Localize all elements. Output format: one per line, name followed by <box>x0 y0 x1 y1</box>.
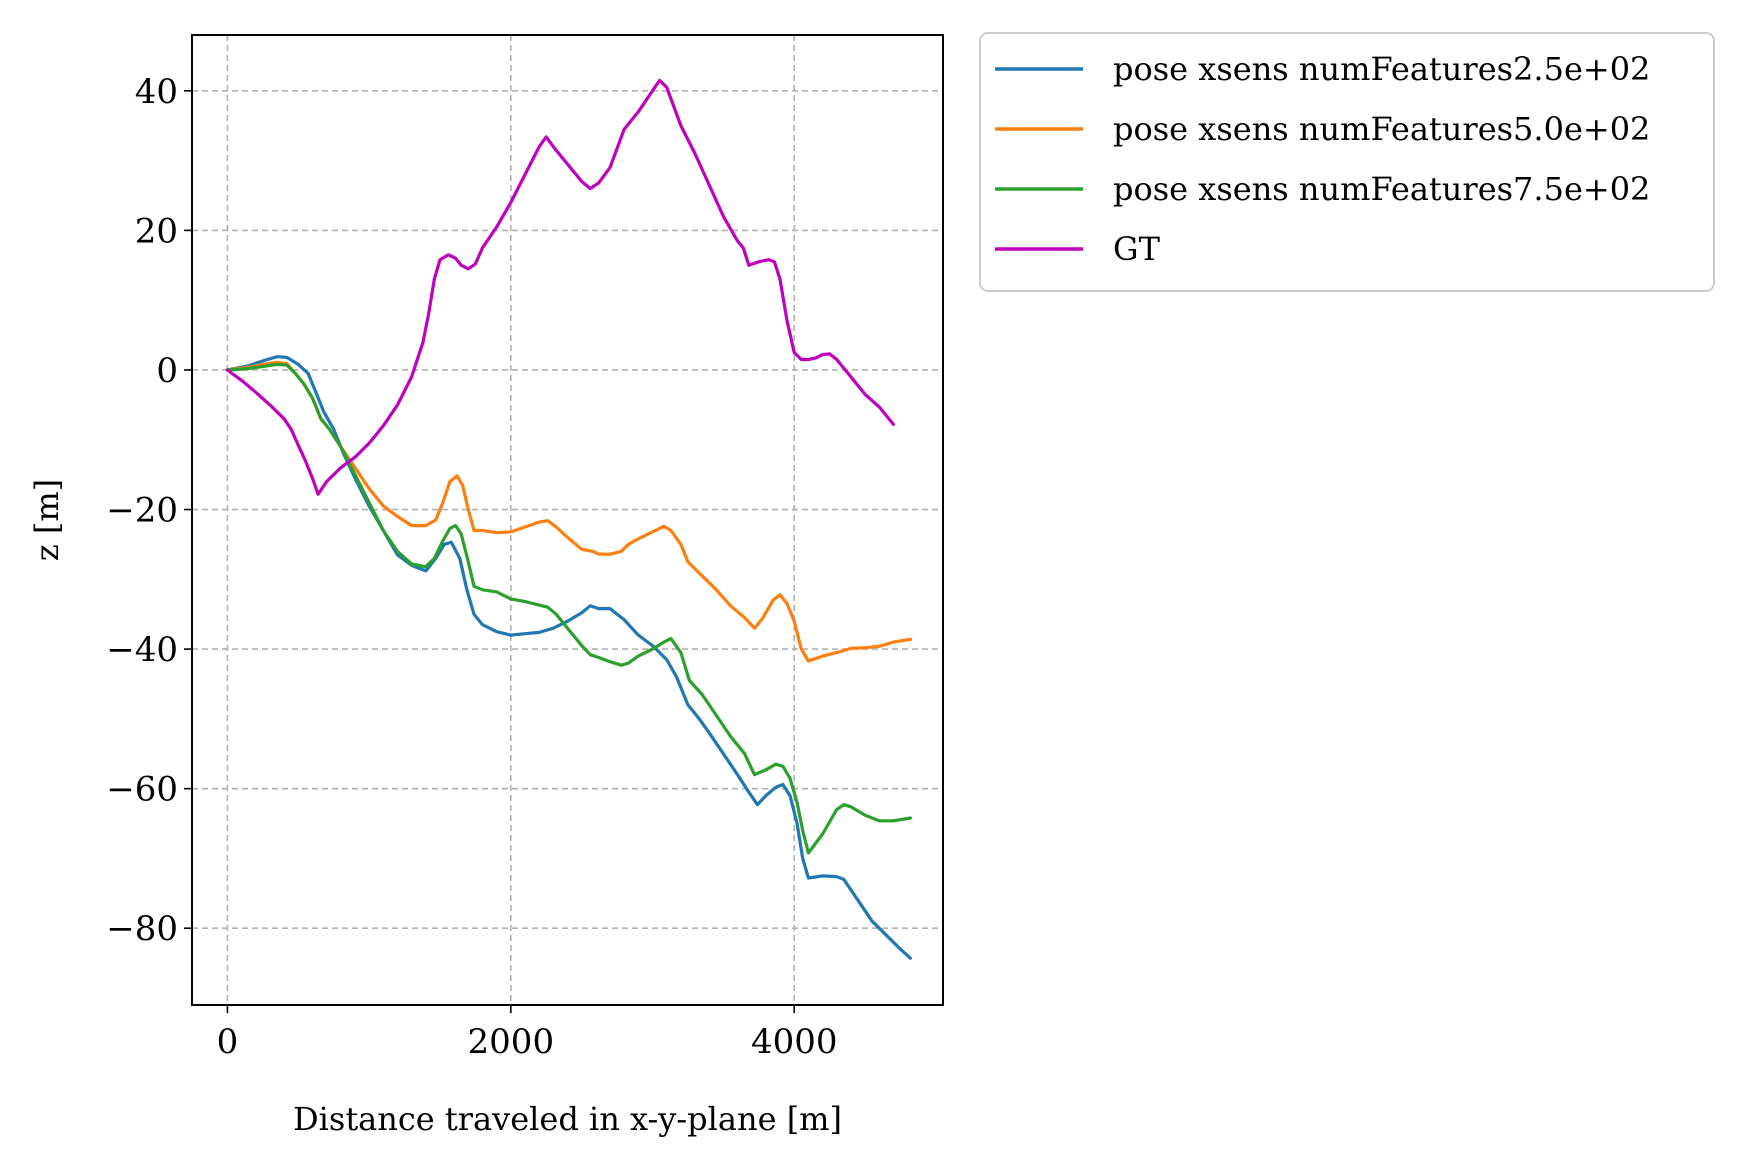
series-line-4 <box>225 78 895 496</box>
series-line-3 <box>225 362 912 855</box>
y-tick-label: 0 <box>156 351 178 391</box>
series-line-2 <box>225 360 912 663</box>
x-axis-ticks: 0 2000 4000 <box>217 1005 838 1062</box>
y-tick-label: 20 <box>135 211 178 251</box>
legend-entry-label: GT <box>1113 230 1161 268</box>
x-tick-label: 2000 <box>468 1022 555 1062</box>
y-axis-label: z [m] <box>28 479 66 561</box>
y-tick-label: −60 <box>106 770 178 810</box>
legend-entry-label: pose xsens numFeatures7.5e+02 <box>1113 170 1650 208</box>
gridlines <box>192 35 943 1005</box>
y-axis-ticks: 40 20 0 −20 −40 −60 −80 <box>106 72 192 949</box>
x-axis-label: Distance traveled in x-y-plane [m] <box>293 1100 842 1138</box>
x-tick-label: 0 <box>217 1022 239 1062</box>
y-tick-label: −80 <box>106 909 178 949</box>
plot-frame <box>191 34 944 1006</box>
y-tick-label: −40 <box>106 630 178 670</box>
legend: pose xsens numFeatures2.5e+02 pose xsens … <box>979 32 1715 292</box>
legend-entry-label: pose xsens numFeatures5.0e+02 <box>1113 110 1650 148</box>
y-tick-label: 40 <box>135 72 178 112</box>
legend-entry-label: pose xsens numFeatures2.5e+02 <box>1113 50 1650 88</box>
legend-box <box>979 32 1715 292</box>
series-lines <box>225 78 912 960</box>
x-tick-label: 4000 <box>751 1022 838 1062</box>
y-tick-label: −20 <box>106 491 178 531</box>
